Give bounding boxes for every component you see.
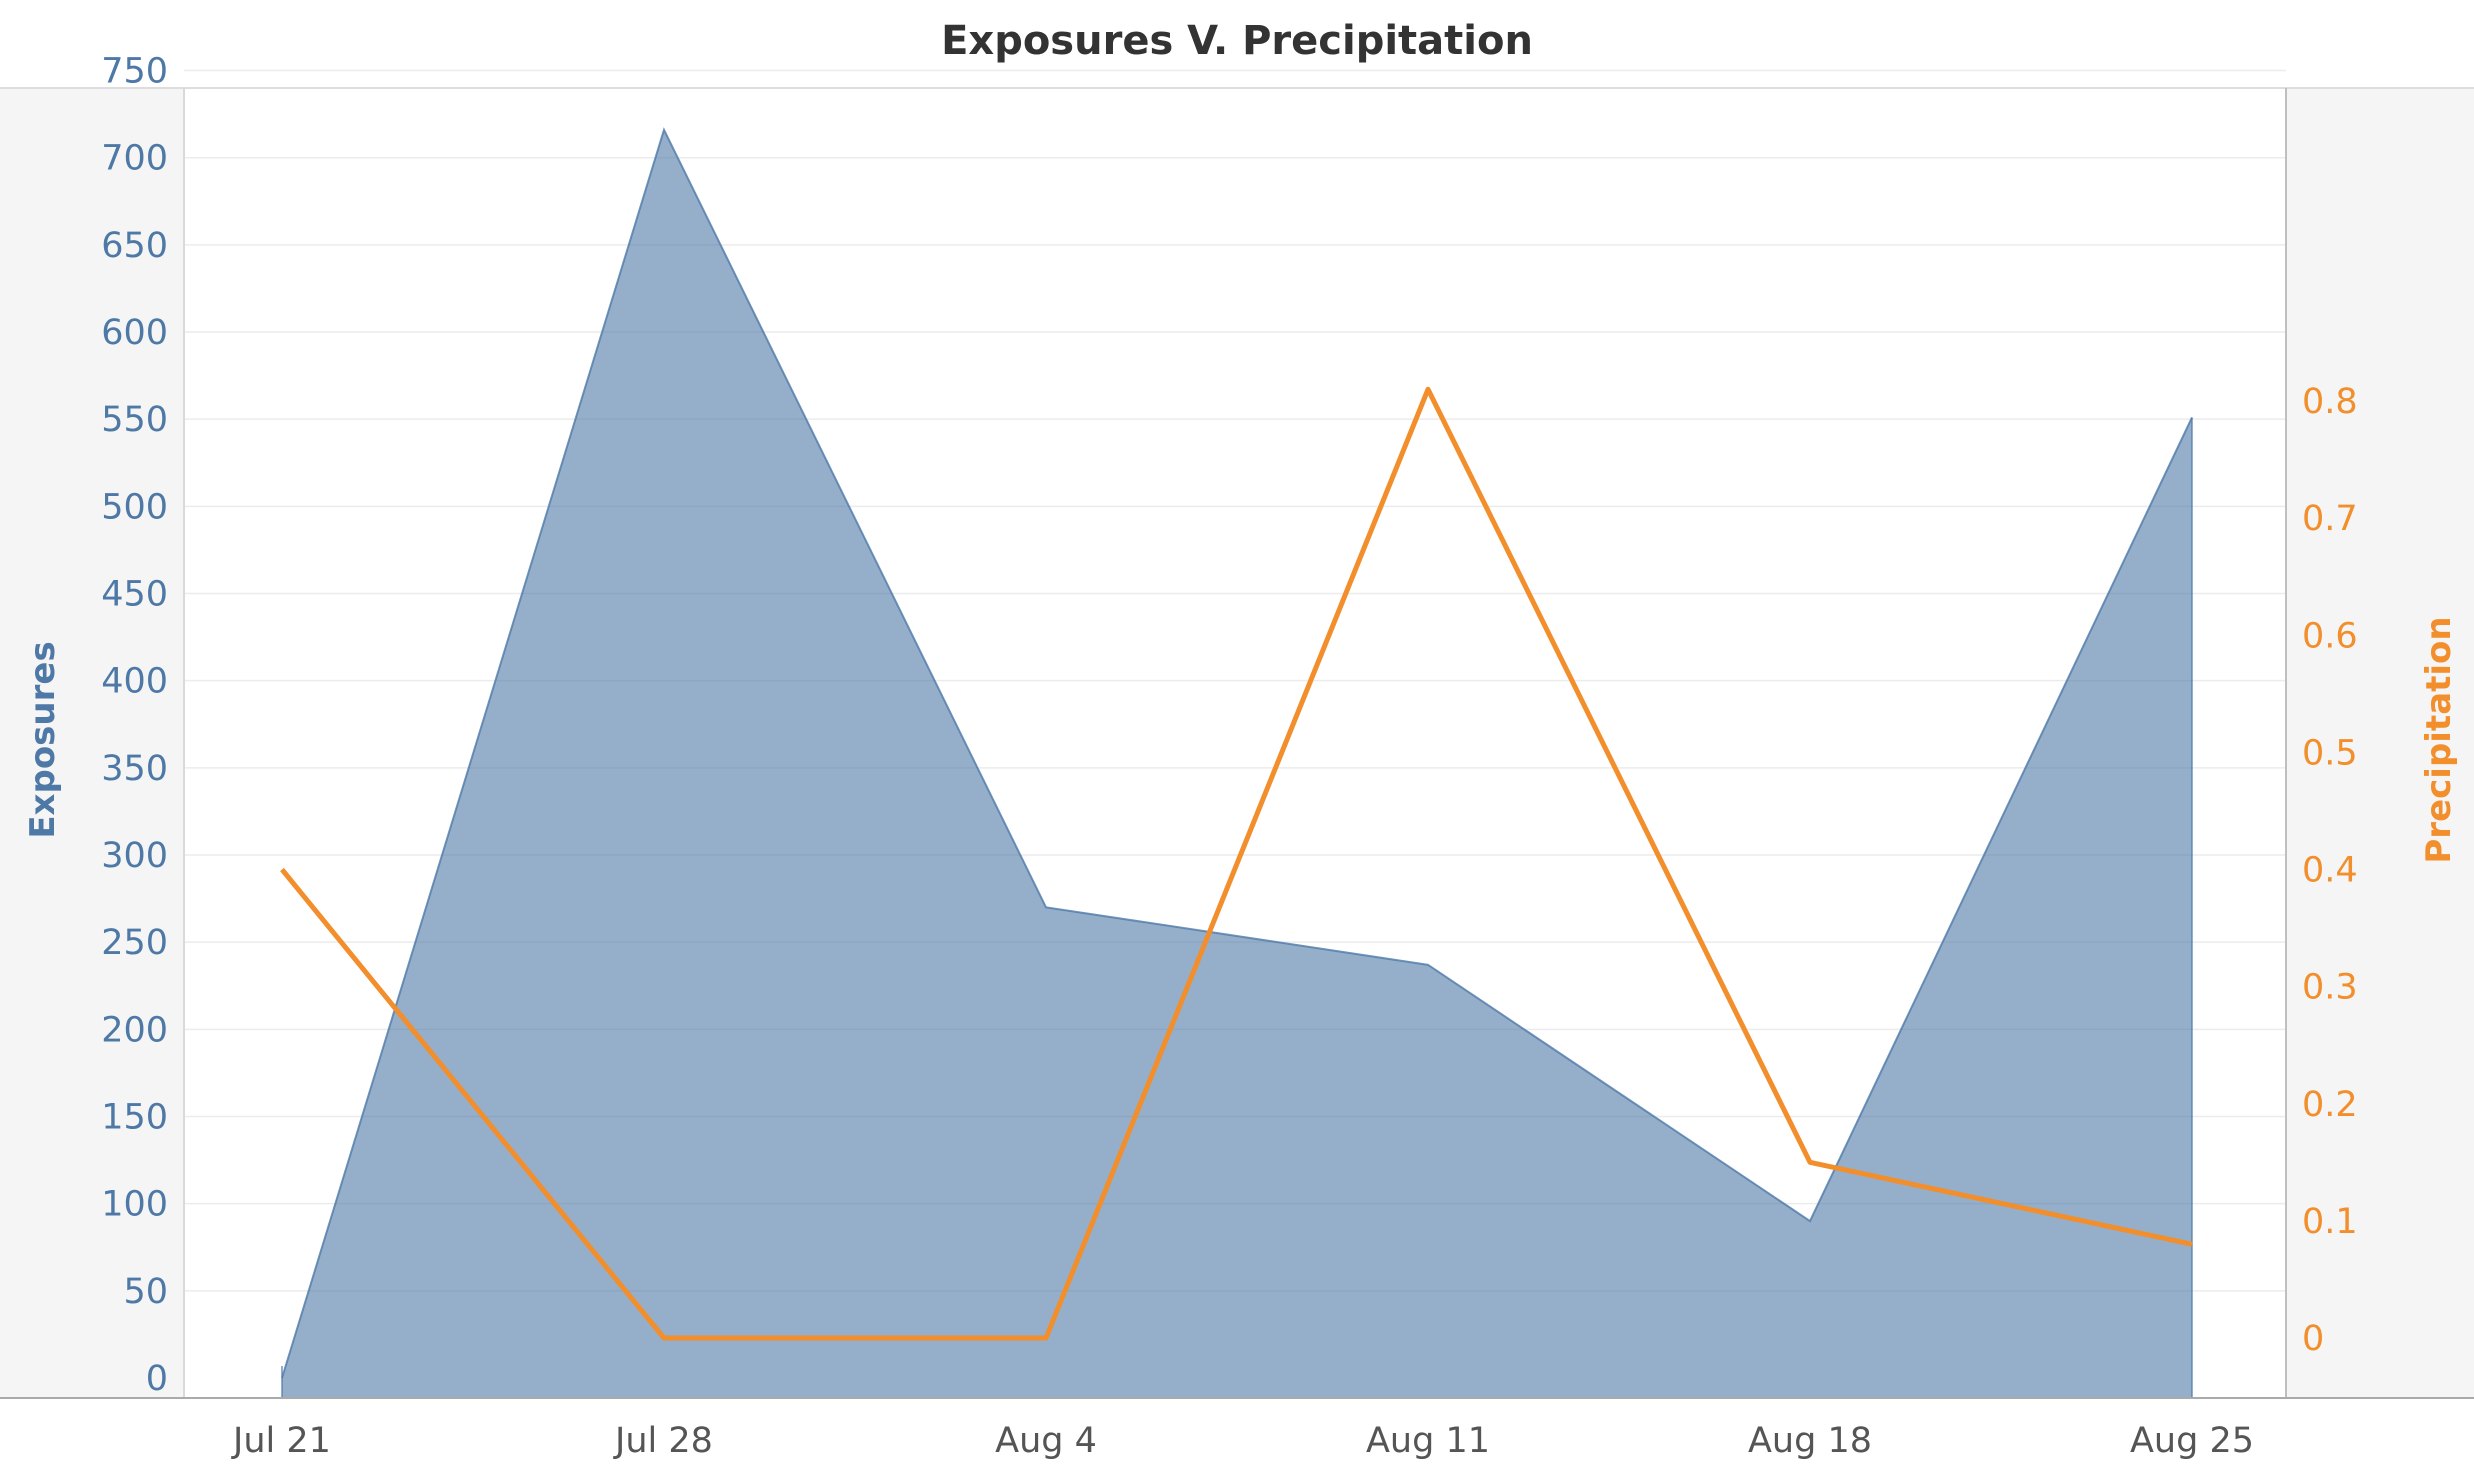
exposures-area — [282, 129, 2192, 1398]
x-tick-label: Aug 25 — [2130, 1421, 2254, 1461]
y-left-tick-label: 50 — [123, 1272, 168, 1312]
y-right-tick-label: 0.1 — [2302, 1202, 2358, 1242]
y-right-tick-label: 0 — [2302, 1319, 2324, 1359]
x-tick-label: Jul 28 — [613, 1421, 713, 1461]
y-left-tick-label: 0 — [146, 1359, 168, 1399]
y-left-tick-label: 350 — [101, 749, 168, 789]
y-left-tick-label: 600 — [101, 313, 168, 353]
y-right-tick-label: 0.2 — [2302, 1085, 2358, 1125]
y-left-tick-label: 450 — [101, 575, 168, 615]
area-layer — [281, 127, 2193, 1398]
chart-title: Exposures V. Precipitation — [941, 18, 1533, 64]
y-right-tick-label: 0.5 — [2302, 733, 2358, 773]
y-left-tick-label: 250 — [101, 923, 168, 963]
y-left-tick-label: 150 — [101, 1098, 168, 1138]
y-left-tick-label: 750 — [101, 52, 168, 92]
y-left-tick-label: 300 — [101, 836, 168, 876]
y-right-tick-label: 0.7 — [2302, 499, 2358, 539]
y-left-tick-label: 200 — [101, 1010, 168, 1050]
y-right-axis-title: Precipitation — [2419, 616, 2459, 863]
y-right-tick-label: 0.8 — [2302, 382, 2358, 422]
right-axis-panel — [2286, 88, 2474, 1398]
x-tick-label: Aug 4 — [995, 1421, 1097, 1461]
x-tick-label: Aug 11 — [1366, 1421, 1490, 1461]
y-left-tick-label: 400 — [101, 662, 168, 702]
exposures-area-edge — [281, 127, 2193, 1379]
y-left-tick-label: 550 — [101, 400, 168, 440]
y-right-tick-label: 0.6 — [2302, 616, 2358, 656]
left-axis-ticks: 0 50 100 150 200 250 300 350 400 450 500 550 600 650 7… — [101, 52, 168, 1399]
x-tick-label: Jul 21 — [231, 1421, 331, 1461]
x-axis-ticks: Jul 21 Jul 28 Aug 4 Aug 11 Aug 18 Aug 25 — [231, 1421, 2254, 1461]
precipitation-line — [280, 386, 2193, 1341]
right-axis-ticks: 0 0.1 0.2 0.3 0.4 0.5 0.6 0.7 0.8 — [2302, 382, 2358, 1359]
y-left-axis-title: Exposures — [23, 641, 63, 838]
x-tick-label: Aug 18 — [1748, 1421, 1872, 1461]
y-left-tick-label: 700 — [101, 139, 168, 179]
y-left-tick-label: 100 — [101, 1185, 168, 1225]
y-left-tick-label: 650 — [101, 226, 168, 266]
y-right-tick-label: 0.3 — [2302, 968, 2358, 1008]
line-layer — [280, 386, 2193, 1341]
y-right-tick-label: 0.4 — [2302, 851, 2358, 891]
left-axis-panel — [0, 88, 184, 1398]
y-left-tick-label: 500 — [101, 487, 168, 527]
